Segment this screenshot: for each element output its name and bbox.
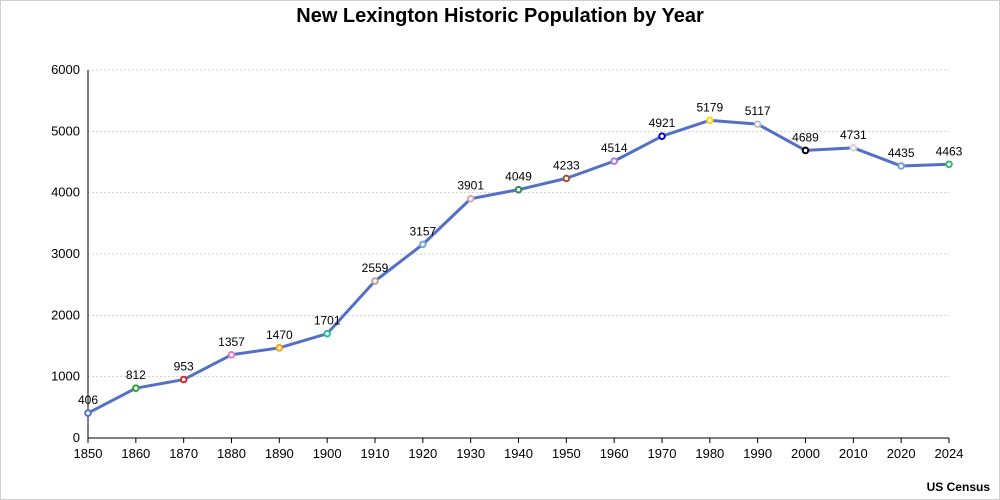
data-point xyxy=(610,157,618,165)
data-label: 4514 xyxy=(601,141,628,155)
data-point xyxy=(706,116,714,125)
y-tick-label: 2000 xyxy=(51,307,80,322)
y-tick-label: 3000 xyxy=(51,246,80,261)
data-label: 3901 xyxy=(457,179,484,193)
data-point xyxy=(514,185,523,194)
data-point xyxy=(323,329,331,338)
data-point xyxy=(371,277,379,285)
y-tick-label: 4000 xyxy=(51,185,80,200)
data-point xyxy=(658,132,666,140)
data-label: 812 xyxy=(126,368,146,382)
data-label: 1701 xyxy=(314,314,341,328)
points-layer xyxy=(84,116,953,417)
x-tick-label: 2010 xyxy=(839,446,868,461)
data-point xyxy=(419,240,427,249)
x-tick-label: 1940 xyxy=(504,446,533,461)
y-tick-label: 5000 xyxy=(51,123,80,138)
x-tick-label: 1930 xyxy=(456,446,485,461)
x-tick-label: 1850 xyxy=(74,446,103,461)
data-label: 4049 xyxy=(505,170,532,184)
x-tick-label: 1990 xyxy=(743,446,772,461)
x-tick-label: 1890 xyxy=(265,446,294,461)
data-point xyxy=(562,174,571,183)
x-tick-label: 1910 xyxy=(361,446,390,461)
data-label: 1470 xyxy=(266,328,293,342)
x-tick-label: 1860 xyxy=(121,446,150,461)
data-label: 5117 xyxy=(745,104,771,118)
data-point xyxy=(801,146,810,155)
data-label: 406 xyxy=(78,393,98,407)
series-layer xyxy=(87,118,950,415)
data-point xyxy=(466,194,475,203)
x-tick-label: 1880 xyxy=(217,446,246,461)
y-tick-label: 0 xyxy=(73,430,80,445)
data-point xyxy=(227,350,236,359)
data-label: 4921 xyxy=(649,116,676,130)
data-label: 4233 xyxy=(553,158,580,172)
axis-layer: 0 1000 2000 3000 4000 5000 6000 1850 1860 1870 188… xyxy=(51,62,963,461)
data-label: 4435 xyxy=(888,146,915,160)
x-tick-label: 2000 xyxy=(791,446,820,461)
x-tick-label: 1950 xyxy=(552,446,581,461)
x-tick-label: 2020 xyxy=(887,446,916,461)
x-tick-label: 2024 xyxy=(935,446,964,461)
x-tick-label: 1920 xyxy=(408,446,437,461)
data-label: 4463 xyxy=(936,144,963,158)
source-label: US Census xyxy=(926,480,990,494)
y-tick-label: 6000 xyxy=(51,62,80,77)
data-point xyxy=(753,120,762,128)
data-point xyxy=(275,344,284,352)
x-tick-label: 1980 xyxy=(695,446,724,461)
chart-title: New Lexington Historic Population by Yea… xyxy=(296,5,704,27)
x-tick-label: 1970 xyxy=(648,446,677,461)
data-label: 4731 xyxy=(840,128,867,142)
grid-layer xyxy=(88,69,949,378)
series-line xyxy=(87,118,950,415)
data-label: 2559 xyxy=(362,261,389,275)
data-label: 953 xyxy=(174,360,194,374)
data-label: 4689 xyxy=(792,130,819,144)
data-labels-layer: 406 812 953 1357 1470 1701 2559 3157 3901 4049 423… xyxy=(78,100,963,407)
data-point xyxy=(84,409,92,417)
data-point xyxy=(945,160,953,169)
data-label: 1357 xyxy=(218,335,245,349)
data-point xyxy=(849,144,858,152)
y-tick-label: 1000 xyxy=(51,369,80,384)
x-tick-label: 1900 xyxy=(313,446,342,461)
x-tick-label: 1960 xyxy=(600,446,629,461)
data-point xyxy=(132,384,140,392)
data-point xyxy=(179,375,188,384)
data-label: 3157 xyxy=(409,224,436,238)
x-tick-label: 1870 xyxy=(169,446,198,461)
data-point xyxy=(897,162,905,170)
data-label: 5179 xyxy=(696,100,723,114)
